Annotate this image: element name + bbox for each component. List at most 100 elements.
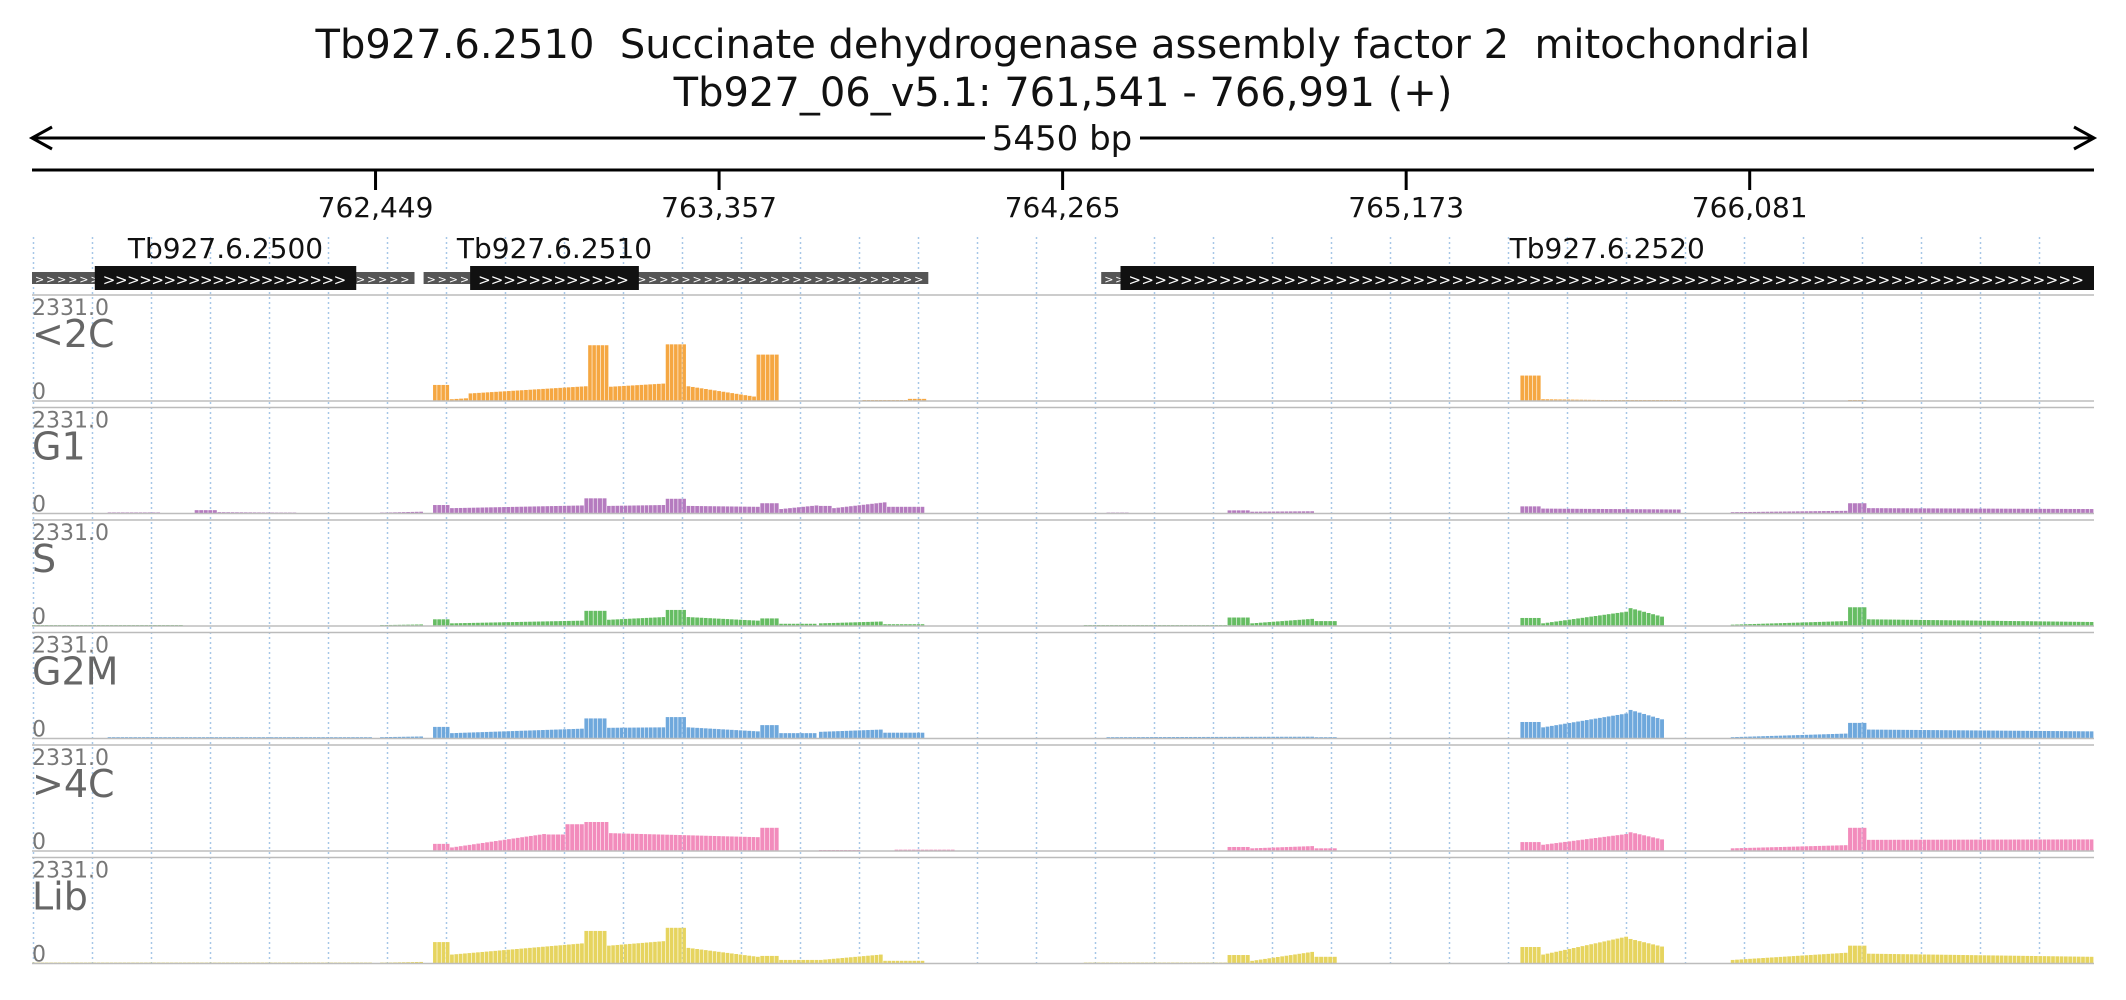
coverage-bar xyxy=(437,726,441,739)
coverage-bar xyxy=(571,944,576,964)
coverage-bar xyxy=(458,953,463,964)
coverage-bar xyxy=(1236,736,1241,739)
coverage-bar xyxy=(836,507,841,514)
gene-cds-bar xyxy=(94,266,357,290)
coverage-bar xyxy=(648,727,653,739)
coverage-bar xyxy=(669,344,674,401)
coverage-bar xyxy=(2016,839,2021,851)
coverage-bar xyxy=(2051,508,2055,514)
coverage-bar xyxy=(1258,622,1263,626)
coverage-bar xyxy=(792,507,797,514)
coverage-bar xyxy=(636,943,641,964)
coverage-bar xyxy=(1871,839,1875,851)
coverage-bar xyxy=(630,833,635,851)
coverage-bar xyxy=(1862,607,1867,626)
coverage-bar xyxy=(541,946,545,964)
coverage-bar xyxy=(489,951,493,964)
coverage-bar xyxy=(1952,954,1957,964)
coverage-bar xyxy=(823,959,827,964)
coverage-bar xyxy=(2076,839,2081,851)
coverage-bar xyxy=(212,510,217,514)
coverage-bar xyxy=(1266,736,1271,739)
coverage-bar xyxy=(1672,509,1677,514)
coverage-bar xyxy=(643,834,648,851)
coverage-bar xyxy=(899,624,904,626)
coverage-bar xyxy=(1541,727,1546,739)
coverage-bar xyxy=(848,957,853,964)
coverage-bar xyxy=(454,623,459,626)
coverage-bar xyxy=(1301,511,1306,514)
coverage-bar xyxy=(1537,506,1541,514)
coverage-bar xyxy=(489,622,493,626)
coverage-bar xyxy=(1232,736,1236,739)
coverage-bar xyxy=(1782,846,1787,851)
coverage-bar xyxy=(1245,510,1250,514)
coverage-bar xyxy=(636,618,641,626)
coverage-bar xyxy=(1676,509,1681,514)
coverage-bar xyxy=(1939,730,1944,739)
coverage-bar xyxy=(840,507,845,514)
coverage-bar xyxy=(2008,508,2013,514)
coverage-bar xyxy=(1735,848,1739,851)
coverage-bar xyxy=(1826,734,1831,739)
coverage-bar xyxy=(810,959,814,964)
coverage-bar xyxy=(891,624,896,626)
coverage-bar xyxy=(887,506,891,514)
coverage-bar xyxy=(1752,958,1757,964)
coverage-bar xyxy=(1306,846,1310,851)
coverage-bar xyxy=(497,950,502,964)
coverage-bar xyxy=(712,728,717,739)
coverage-bar xyxy=(2076,621,2081,626)
coverage-bar xyxy=(1787,956,1792,964)
coverage-bar xyxy=(419,736,423,739)
coverage-bar xyxy=(1524,946,1529,964)
coverage-bar xyxy=(1956,839,1961,851)
coverage-bar xyxy=(686,947,691,964)
coverage-bar xyxy=(1892,508,1897,514)
coverage-bar xyxy=(480,507,485,514)
coverage-bar xyxy=(1905,508,1910,514)
coverage-bar xyxy=(1328,956,1333,964)
coverage-bar xyxy=(484,622,489,626)
coverage-bar xyxy=(708,728,712,739)
coverage-bar xyxy=(712,835,717,851)
coverage-bar xyxy=(1956,620,1961,626)
coverage-bar xyxy=(665,927,670,964)
coverage-bar xyxy=(640,727,645,739)
coverage-bar xyxy=(1813,734,1818,739)
coverage-bar xyxy=(598,610,602,626)
coverage-bar xyxy=(1769,735,1774,739)
coverage-bar xyxy=(716,951,721,964)
coverage-bar xyxy=(1240,736,1245,739)
coverage-bar xyxy=(857,956,862,964)
coverage-bar xyxy=(769,725,774,739)
coverage-bar xyxy=(1875,508,1880,514)
coverage-bar xyxy=(2072,508,2077,514)
coverage-bar xyxy=(1756,736,1761,739)
coverage-bar xyxy=(765,503,770,514)
coverage-bar xyxy=(519,390,524,401)
coverage-bar xyxy=(441,505,446,514)
coverage-bar xyxy=(840,622,845,626)
coverage-bar xyxy=(1839,953,1844,964)
coverage-bar xyxy=(1808,734,1813,739)
coverage-bar xyxy=(1584,839,1589,851)
coverage-bar xyxy=(725,952,730,964)
coverage-bar xyxy=(551,834,556,851)
coverage-bar xyxy=(1553,508,1558,514)
coverage-bar xyxy=(657,941,661,964)
coverage-bar xyxy=(703,506,708,514)
coverage-bar xyxy=(721,836,726,851)
coverage-bar xyxy=(1532,721,1537,739)
coverage-bar xyxy=(648,384,653,401)
gene-Tb927.6.2500: >>>>>>>>>>>>>>>>>>>>>>>>>>>>>>>>>>>>>>>>… xyxy=(32,232,415,290)
coverage-bar xyxy=(604,345,609,401)
coverage-bar xyxy=(2025,955,2030,964)
coverage-bar xyxy=(747,395,752,401)
coverage-bar xyxy=(695,387,700,401)
coverage-bar xyxy=(1875,619,1880,626)
coverage-bar xyxy=(1532,617,1537,626)
coverage-bar xyxy=(1926,620,1931,626)
coverage-bar xyxy=(556,834,561,851)
coverage-bar xyxy=(1619,834,1624,851)
